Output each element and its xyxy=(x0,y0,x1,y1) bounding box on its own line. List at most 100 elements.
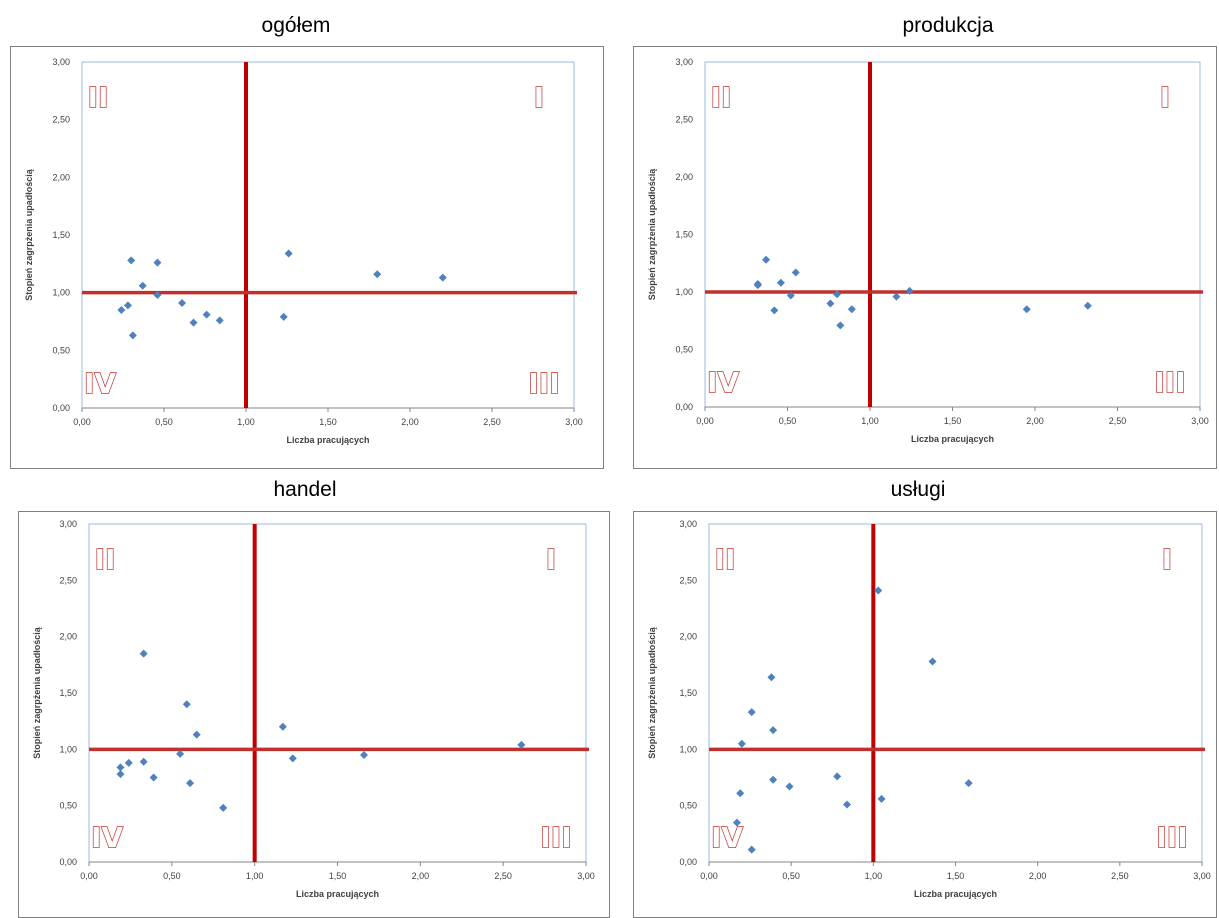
data-point xyxy=(373,270,382,279)
y-tick-label: 0,50 xyxy=(675,345,693,355)
data-point xyxy=(877,794,886,803)
quadrant-label-i: I xyxy=(1162,543,1172,576)
data-point xyxy=(843,800,852,809)
data-point xyxy=(123,301,132,310)
data-point xyxy=(153,290,162,299)
data-point xyxy=(438,273,447,282)
data-point xyxy=(964,779,973,788)
data-point xyxy=(176,749,185,758)
data-point xyxy=(747,845,756,854)
x-tick-label: 2,00 xyxy=(401,417,419,427)
quadrant-label-ii: II xyxy=(88,81,109,114)
quadrant-label-ii: II xyxy=(711,81,732,114)
y-tick-label: 0,50 xyxy=(679,801,697,811)
x-axis-label: Liczba pracujących xyxy=(914,889,997,899)
x-tick-label: 2,50 xyxy=(483,417,501,427)
data-point xyxy=(1022,305,1031,314)
data-point xyxy=(149,773,158,782)
plot-area xyxy=(708,523,1203,863)
x-tick-label: 2,00 xyxy=(1029,871,1047,881)
scatter-chart: 0,00 0,50 1,00 1,50 2,00 2,50 3,00 0,00 0,50 1,00… xyxy=(647,57,1209,444)
data-point xyxy=(278,722,287,731)
data-point xyxy=(288,754,297,763)
data-point xyxy=(747,708,756,717)
quadrant-label-iii: III xyxy=(540,821,571,854)
data-point xyxy=(769,775,778,784)
x-tick-label: 0,00 xyxy=(73,417,91,427)
y-tick-label: 3,00 xyxy=(679,519,697,529)
x-axis-label: Liczba pracujących xyxy=(296,889,379,899)
data-point xyxy=(874,586,883,595)
data-point xyxy=(124,758,133,767)
y-tick-label: 2,50 xyxy=(52,115,70,125)
quadrant-label-iii: III xyxy=(1154,366,1185,399)
data-point xyxy=(928,657,937,666)
quadrant-label-iv: IV xyxy=(707,366,739,399)
data-point xyxy=(737,739,746,748)
chart-title: usługi xyxy=(890,478,946,501)
y-tick-label: 3,00 xyxy=(675,57,693,67)
x-axis-label: Liczba pracujących xyxy=(286,435,369,445)
quadrant-label-i: I xyxy=(534,81,544,114)
y-tick-label: 3,00 xyxy=(59,519,77,529)
data-point xyxy=(116,770,125,779)
data-point xyxy=(192,730,201,739)
x-tick-label: 0,00 xyxy=(80,871,98,881)
y-tick-label: 0,50 xyxy=(52,345,70,355)
chart-title: ogółem xyxy=(261,14,331,37)
data-point xyxy=(753,281,762,290)
y-axis-label: Stopień zagrpżenia upadłością xyxy=(647,626,657,759)
quadrant-label-iii: III xyxy=(1156,821,1187,854)
data-point xyxy=(762,255,771,264)
data-point xyxy=(732,818,741,827)
y-tick-label: 1,00 xyxy=(675,287,693,297)
data-point xyxy=(202,310,211,319)
y-tick-label: 1,00 xyxy=(679,744,697,754)
chart-title: handel xyxy=(273,478,337,501)
quadrant-label-ii: II xyxy=(715,543,736,576)
data-point xyxy=(219,803,228,812)
y-tick-label: 0,00 xyxy=(52,403,70,413)
data-point xyxy=(826,299,835,308)
data-point xyxy=(892,292,901,301)
x-tick-label: 1,50 xyxy=(947,871,965,881)
data-point xyxy=(116,763,125,772)
data-point xyxy=(279,312,288,321)
data-point xyxy=(905,286,914,295)
quadrant-label-iv: IV xyxy=(711,821,743,854)
y-tick-label: 0,00 xyxy=(679,857,697,867)
data-point xyxy=(182,700,191,709)
y-tick-label: 2,00 xyxy=(675,172,693,182)
data-point xyxy=(186,779,195,788)
x-tick-label: 3,00 xyxy=(565,417,583,427)
y-tick-label: 1,00 xyxy=(59,744,77,754)
y-tick-label: 1,50 xyxy=(679,688,697,698)
y-tick-label: 0,00 xyxy=(675,402,693,412)
x-tick-label: 3,00 xyxy=(1193,871,1211,881)
x-axis-label: Liczba pracujących xyxy=(911,434,994,444)
x-tick-label: 2,00 xyxy=(412,871,430,881)
x-tick-label: 1,00 xyxy=(237,417,255,427)
x-tick-label: 1,00 xyxy=(861,416,879,426)
data-point xyxy=(117,305,126,314)
data-point xyxy=(138,281,147,290)
y-tick-label: 2,50 xyxy=(679,575,697,585)
y-tick-label: 0,00 xyxy=(59,857,77,867)
scatter-chart: 0,00 0,50 1,00 1,50 2,00 2,50 3,00 0,00 0,50 1,00… xyxy=(32,519,595,899)
data-point xyxy=(178,299,187,308)
quadrant-label-iii: III xyxy=(528,367,559,400)
x-tick-label: 2,00 xyxy=(1026,416,1044,426)
x-tick-label: 0,50 xyxy=(779,416,797,426)
x-tick-label: 3,00 xyxy=(577,871,595,881)
scatter-chart: 0,00 0,50 1,00 1,50 2,00 2,50 3,00 0,00 0,50 1,00… xyxy=(24,57,583,445)
data-point xyxy=(847,305,856,314)
data-point xyxy=(776,278,785,287)
data-point xyxy=(139,649,148,658)
data-point xyxy=(833,772,842,781)
x-tick-label: 0,50 xyxy=(163,871,181,881)
chart-title: produkcja xyxy=(902,14,994,37)
x-tick-label: 0,00 xyxy=(700,871,718,881)
data-point xyxy=(189,318,198,327)
data-point xyxy=(517,740,526,749)
data-point xyxy=(1083,301,1092,310)
